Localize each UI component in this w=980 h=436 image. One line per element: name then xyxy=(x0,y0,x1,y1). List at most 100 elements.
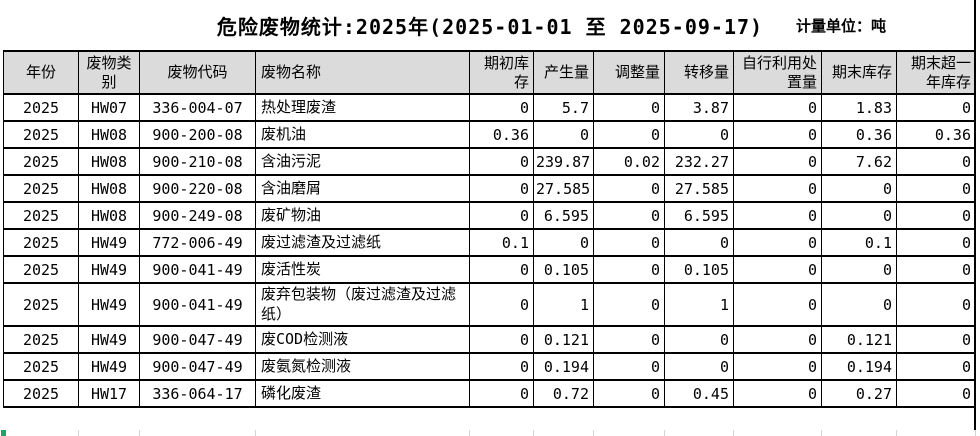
table-cell[interactable]: 0 xyxy=(664,120,734,149)
table-cell[interactable]: 废机油 xyxy=(255,120,470,149)
table-cell[interactable]: 900-249-08 xyxy=(139,201,256,230)
table-cell[interactable]: 0 xyxy=(733,228,822,257)
table-cell[interactable]: HW07 xyxy=(78,93,140,122)
table-cell[interactable]: 废COD检测液 xyxy=(255,325,470,354)
table-cell[interactable]: 0.121 xyxy=(821,325,897,354)
table-cell[interactable]: 0 xyxy=(533,228,594,257)
table-cell[interactable]: HW08 xyxy=(78,147,140,176)
table-cell[interactable]: 0 xyxy=(469,282,534,327)
table-cell[interactable]: HW49 xyxy=(78,228,140,257)
table-cell[interactable]: 0 xyxy=(733,120,822,149)
table-cell[interactable]: 2025 xyxy=(3,174,79,203)
table-cell[interactable]: 0 xyxy=(896,93,976,122)
table-cell[interactable]: 2025 xyxy=(3,379,79,408)
table-cell[interactable]: 0 xyxy=(733,282,822,327)
table-cell[interactable]: HW49 xyxy=(78,282,140,327)
table-cell[interactable]: 336-004-07 xyxy=(139,93,256,122)
table-cell[interactable]: HW08 xyxy=(78,174,140,203)
table-cell[interactable]: 0 xyxy=(733,93,822,122)
table-cell[interactable]: 0 xyxy=(469,93,534,122)
table-cell[interactable]: 2025 xyxy=(3,325,79,354)
table-cell[interactable]: 0.1 xyxy=(821,228,897,257)
table-cell[interactable]: HW49 xyxy=(78,325,140,354)
table-cell[interactable]: 900-210-08 xyxy=(139,147,256,176)
table-cell[interactable]: 0 xyxy=(593,282,665,327)
table-cell[interactable]: 0 xyxy=(733,174,822,203)
table-cell[interactable]: 0 xyxy=(733,379,822,408)
table-cell[interactable]: 热处理废渣 xyxy=(255,93,470,122)
table-cell[interactable]: 0 xyxy=(469,174,534,203)
table-cell[interactable]: 0 xyxy=(896,352,976,381)
table-cell[interactable]: 0 xyxy=(733,255,822,284)
table-cell[interactable]: 0 xyxy=(593,255,665,284)
table-cell[interactable]: 0.1 xyxy=(469,228,534,257)
table-cell[interactable]: 0 xyxy=(896,255,976,284)
table-cell[interactable]: 900-041-49 xyxy=(139,255,256,284)
table-cell[interactable]: 2025 xyxy=(3,93,79,122)
table-cell[interactable]: 0 xyxy=(469,147,534,176)
table-cell[interactable]: 0.02 xyxy=(593,147,665,176)
table-cell[interactable]: 0 xyxy=(733,352,822,381)
table-cell[interactable]: 1 xyxy=(664,282,734,327)
table-cell[interactable]: HW49 xyxy=(78,352,140,381)
table-cell[interactable]: 0 xyxy=(593,325,665,354)
table-cell[interactable]: 0 xyxy=(469,379,534,408)
table-cell[interactable]: 0.121 xyxy=(533,325,594,354)
table-cell[interactable]: 废过滤渣及过滤纸 xyxy=(255,228,470,257)
table-cell[interactable]: 含油污泥 xyxy=(255,147,470,176)
table-cell[interactable]: 0 xyxy=(593,120,665,149)
table-cell[interactable]: 0 xyxy=(469,325,534,354)
table-cell[interactable]: 5.7 xyxy=(533,93,594,122)
table-cell[interactable]: 900-047-49 xyxy=(139,325,256,354)
table-cell[interactable]: 废矿物油 xyxy=(255,201,470,230)
table-cell[interactable]: 7.62 xyxy=(821,147,897,176)
table-cell[interactable]: 0.105 xyxy=(533,255,594,284)
table-cell[interactable]: 0.36 xyxy=(469,120,534,149)
table-cell[interactable]: 0.27 xyxy=(821,379,897,408)
table-cell[interactable]: HW49 xyxy=(78,255,140,284)
table-cell[interactable]: 0 xyxy=(896,379,976,408)
table-cell[interactable]: 磷化废渣 xyxy=(255,379,470,408)
table-cell[interactable]: 232.27 xyxy=(664,147,734,176)
table-cell[interactable]: 0 xyxy=(733,147,822,176)
table-cell[interactable]: 0 xyxy=(593,228,665,257)
table-cell[interactable]: 900-200-08 xyxy=(139,120,256,149)
table-cell[interactable]: 废活性炭 xyxy=(255,255,470,284)
table-cell[interactable]: 6.595 xyxy=(533,201,594,230)
table-cell[interactable]: 900-047-49 xyxy=(139,352,256,381)
table-cell[interactable]: 0 xyxy=(896,228,976,257)
table-cell[interactable]: 2025 xyxy=(3,352,79,381)
table-cell[interactable]: 0 xyxy=(469,201,534,230)
table-cell[interactable]: 0 xyxy=(896,325,976,354)
table-cell[interactable]: 0.36 xyxy=(896,120,976,149)
table-cell[interactable]: 含油磨屑 xyxy=(255,174,470,203)
table-cell[interactable]: 0 xyxy=(896,282,976,327)
table-cell[interactable]: 0 xyxy=(733,201,822,230)
table-cell[interactable]: HW08 xyxy=(78,201,140,230)
table-cell[interactable]: 0 xyxy=(821,201,897,230)
table-cell[interactable]: 0 xyxy=(896,147,976,176)
table-cell[interactable]: 0.194 xyxy=(533,352,594,381)
table-cell[interactable]: 0 xyxy=(593,379,665,408)
table-cell[interactable]: 0 xyxy=(821,255,897,284)
table-cell[interactable]: 0 xyxy=(469,352,534,381)
table-cell[interactable]: 0 xyxy=(469,255,534,284)
table-cell[interactable]: 27.585 xyxy=(533,174,594,203)
table-cell[interactable]: 3.87 xyxy=(664,93,734,122)
table-cell[interactable]: 0.45 xyxy=(664,379,734,408)
table-cell[interactable]: 废弃包装物（废过滤渣及过滤纸） xyxy=(255,282,470,327)
table-cell[interactable]: 0.105 xyxy=(664,255,734,284)
table-cell[interactable]: 27.585 xyxy=(664,174,734,203)
table-cell[interactable]: 0.36 xyxy=(821,120,897,149)
table-cell[interactable]: 0 xyxy=(593,352,665,381)
table-cell[interactable]: 0 xyxy=(664,228,734,257)
table-cell[interactable]: 0.72 xyxy=(533,379,594,408)
table-cell[interactable]: 0 xyxy=(593,174,665,203)
table-cell[interactable]: 0 xyxy=(821,174,897,203)
table-cell[interactable]: 0 xyxy=(896,174,976,203)
table-cell[interactable]: 0 xyxy=(896,201,976,230)
table-cell[interactable]: 0 xyxy=(664,325,734,354)
table-cell[interactable]: 900-220-08 xyxy=(139,174,256,203)
table-cell[interactable]: 0 xyxy=(533,120,594,149)
table-cell[interactable]: 336-064-17 xyxy=(139,379,256,408)
